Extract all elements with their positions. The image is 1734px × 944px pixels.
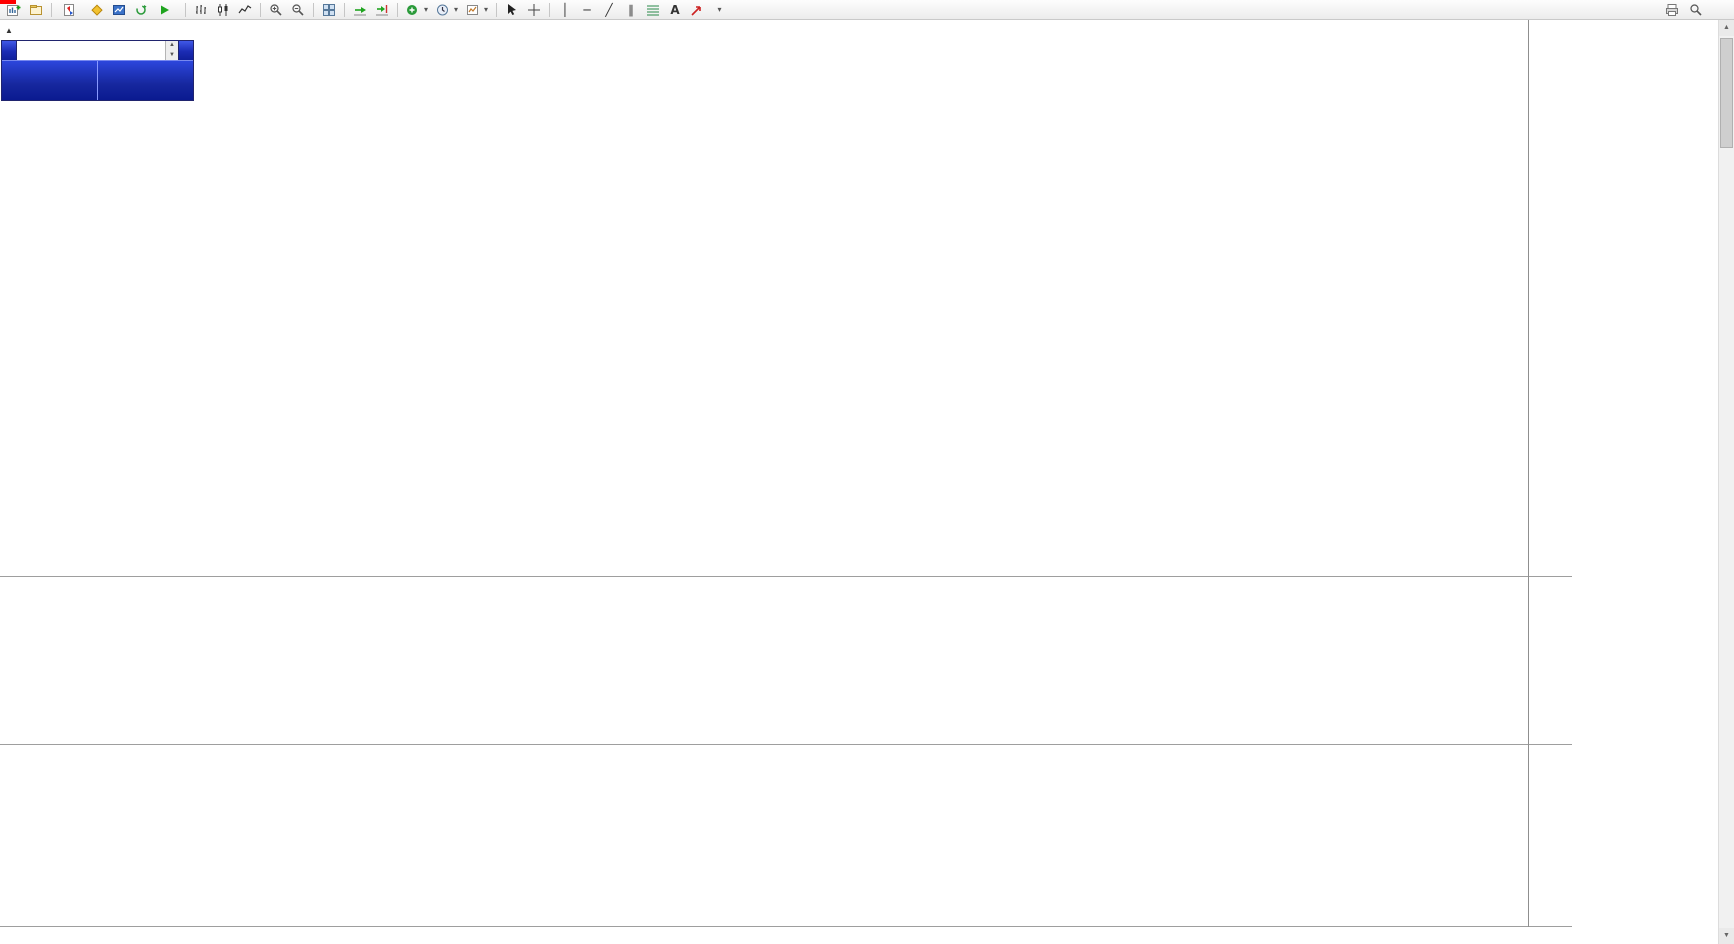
panel-separator[interactable] (0, 744, 1572, 745)
volume-up-icon[interactable]: ▲ (166, 41, 178, 51)
sell-button[interactable] (2, 41, 16, 60)
support-price-annotation[interactable] (0, 0, 16, 4)
horizontal-line-icon[interactable]: ─ (583, 2, 591, 17)
macd-panel-canvas[interactable] (0, 577, 1528, 744)
profiles-icon[interactable] (26, 1, 46, 19)
toolbar: ▾ ▾ ▾ │ ─ ╱ ∥ A ▾ (0, 0, 1734, 20)
volume-stepper[interactable]: ▲ ▼ (165, 41, 178, 60)
arrows-tool-icon[interactable] (687, 1, 707, 19)
chart-shift-icon[interactable] (372, 1, 392, 19)
panel-separator (0, 926, 1572, 927)
sell-price-button[interactable] (2, 61, 98, 100)
scroll-up-icon[interactable]: ▲ (1719, 20, 1734, 36)
crosshair-icon[interactable] (524, 1, 544, 19)
chevron-down-icon: ▾ (717, 5, 722, 14)
periods-button[interactable]: ▾ (433, 1, 461, 19)
chevron-down-icon: ▾ (424, 5, 429, 14)
main-chart-canvas[interactable] (0, 20, 1528, 576)
toolbar-separator (397, 2, 398, 17)
indicators-button[interactable]: ▾ (403, 1, 431, 19)
new-chart-icon[interactable] (4, 1, 24, 19)
scrollbar-thumb[interactable] (1720, 38, 1733, 148)
new-order-button[interactable] (57, 1, 85, 19)
refresh-icon[interactable] (131, 1, 151, 19)
templates-button[interactable]: ▾ (463, 1, 491, 19)
new-order-icon (64, 4, 74, 16)
buy-price-button[interactable] (98, 61, 193, 100)
toolbar-separator (496, 2, 498, 17)
volume-down-icon[interactable]: ▼ (166, 50, 178, 60)
toolbar-separator (549, 2, 551, 17)
scroll-down-icon[interactable]: ▼ (1719, 928, 1734, 944)
one-click-trading-panel: ▲ ▼ (1, 40, 194, 101)
cursor-icon[interactable] (502, 1, 522, 19)
toolbar-separator (344, 2, 345, 17)
chevron-down-icon: ▾ (484, 5, 489, 14)
auto-scroll-icon[interactable] (350, 1, 370, 19)
rsi-panel-canvas[interactable] (0, 745, 1528, 926)
zoom-in-icon[interactable] (266, 1, 286, 19)
oneclick-toggle-icon[interactable]: ▲ (5, 26, 13, 35)
candlestick-icon[interactable] (213, 1, 233, 19)
vertical-scrollbar[interactable]: ▲ ▼ (1718, 20, 1734, 944)
autotrading-play-icon (161, 5, 169, 14)
volume-input[interactable] (17, 41, 165, 60)
trendline-icon[interactable]: ╱ (605, 2, 613, 17)
line-chart-icon[interactable] (235, 1, 255, 19)
chevron-down-icon: ▾ (454, 5, 459, 14)
text-tool-icon[interactable]: A (670, 2, 680, 17)
toolbar-separator (313, 2, 314, 17)
volume-box: ▲ ▼ (16, 41, 179, 60)
vertical-line-icon[interactable]: │ (561, 2, 569, 17)
print-icon[interactable] (1662, 1, 1682, 19)
toolbar-right-group (1662, 1, 1706, 19)
toolbar-separator (260, 2, 261, 17)
zoom-out-icon[interactable] (288, 1, 308, 19)
shapes-dropdown[interactable]: ▾ (709, 1, 729, 19)
market-icon[interactable] (109, 1, 129, 19)
search-icon[interactable] (1686, 1, 1706, 19)
fibonacci-icon[interactable] (643, 1, 663, 19)
price-axis-border (1528, 20, 1529, 927)
buy-button[interactable] (179, 41, 193, 60)
toolbar-separator (51, 2, 52, 17)
channel-icon[interactable]: ∥ (628, 2, 635, 17)
tile-windows-icon[interactable] (319, 1, 339, 19)
metaeditor-icon[interactable] (87, 1, 107, 19)
panel-separator[interactable] (0, 576, 1572, 577)
autotrading-button[interactable] (153, 1, 180, 19)
bar-chart-icon[interactable] (191, 1, 211, 19)
toolbar-separator (185, 2, 186, 17)
